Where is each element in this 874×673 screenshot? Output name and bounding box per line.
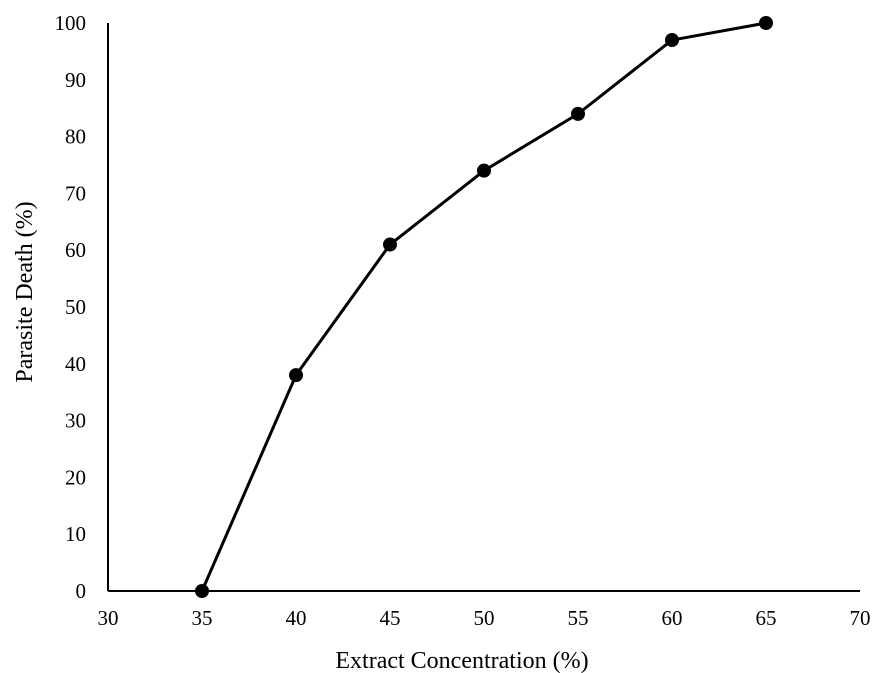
y-tick-label: 50	[65, 295, 86, 319]
y-tick-label: 100	[55, 11, 87, 35]
data-point	[383, 237, 397, 252]
y-tick-label: 60	[65, 238, 86, 262]
tick-labels: 30 35 40 45 50 55 60 65 70 0 10 20 30 40 50 60 70 80 90 100	[55, 11, 871, 630]
x-tick-label: 60	[662, 606, 683, 630]
y-axis-title: Parasite Death (%)	[12, 201, 38, 382]
x-tick-label: 45	[380, 606, 401, 630]
series	[195, 16, 773, 598]
y-tick-label: 70	[65, 181, 86, 205]
axes	[107, 23, 860, 592]
data-point	[759, 16, 773, 30]
x-tick-label: 40	[286, 606, 307, 630]
x-tick-label: 50	[474, 606, 495, 630]
data-point	[477, 163, 491, 178]
y-tick-label: 40	[65, 352, 86, 376]
y-tick-label: 10	[65, 522, 86, 546]
data-point	[289, 368, 303, 383]
y-tick-label: 90	[65, 68, 86, 92]
data-point	[665, 33, 679, 48]
x-tick-label: 35	[192, 606, 213, 630]
x-axis-title: Extract Concentration (%)	[335, 648, 588, 673]
data-point	[571, 106, 585, 121]
y-tick-label: 20	[65, 465, 86, 489]
y-tick-label: 0	[76, 579, 87, 603]
x-tick-label: 55	[568, 606, 589, 630]
series-line	[200, 21, 767, 592]
x-tick-label: 30	[98, 606, 119, 630]
data-point	[195, 584, 209, 598]
x-tick-label: 70	[850, 606, 871, 630]
y-tick-label: 80	[65, 125, 86, 149]
x-tick-label: 65	[756, 606, 777, 630]
y-tick-label: 30	[65, 409, 86, 433]
